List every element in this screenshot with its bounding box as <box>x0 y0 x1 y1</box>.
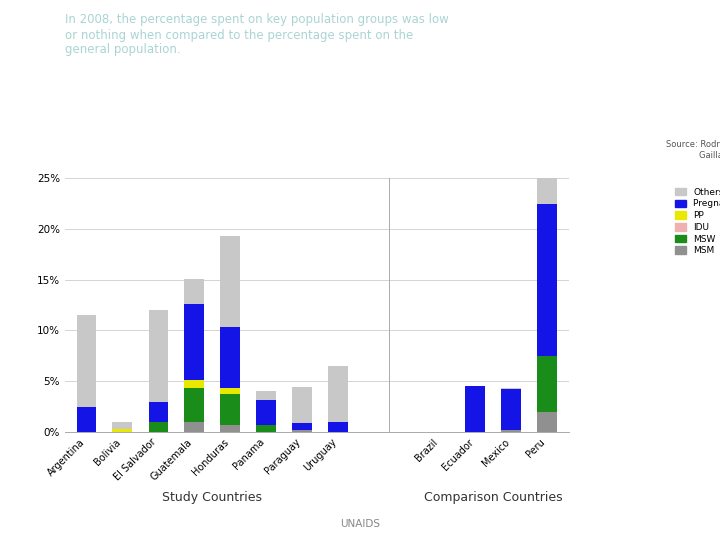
Text: Study Countries: Study Countries <box>163 491 262 504</box>
Bar <box>148 402 168 422</box>
Bar <box>184 279 204 304</box>
Bar <box>76 407 96 432</box>
Bar <box>465 386 485 432</box>
Bar <box>537 204 557 356</box>
Legend: Others, Pregnant Women, PP, IDU, MSW, MSM: Others, Pregnant Women, PP, IDU, MSW, MS… <box>675 188 720 255</box>
Bar <box>220 327 240 388</box>
Bar <box>184 304 204 380</box>
Bar <box>501 430 521 432</box>
Bar <box>220 388 240 394</box>
Bar <box>328 366 348 422</box>
Bar <box>256 425 276 432</box>
Bar <box>76 315 96 407</box>
Text: UNAIDS: UNAIDS <box>340 519 380 529</box>
Bar <box>112 422 132 429</box>
Bar <box>184 388 204 422</box>
Bar <box>112 429 132 432</box>
Bar <box>184 380 204 388</box>
Bar <box>220 394 240 425</box>
Bar <box>292 430 312 432</box>
Text: In 2008, the percentage spent on key population groups was low
or nothing when c: In 2008, the percentage spent on key pop… <box>65 14 449 57</box>
Bar <box>537 148 557 204</box>
Bar <box>220 425 240 432</box>
Text: Comparison Countries: Comparison Countries <box>424 491 562 504</box>
Bar <box>501 388 521 389</box>
Bar <box>148 310 168 402</box>
Bar <box>537 356 557 411</box>
Bar <box>537 411 557 432</box>
Bar <box>501 389 521 430</box>
Bar <box>256 400 276 425</box>
Bar <box>292 423 312 430</box>
Bar <box>148 422 168 432</box>
Bar <box>292 387 312 423</box>
Bar <box>256 392 276 400</box>
Bar <box>220 236 240 327</box>
Bar <box>184 422 204 432</box>
Text: Source: Rodrigues-Garcia,
Gaillard and Aran.: Source: Rodrigues-Garcia, Gaillard and A… <box>666 140 720 159</box>
Bar <box>328 422 348 432</box>
